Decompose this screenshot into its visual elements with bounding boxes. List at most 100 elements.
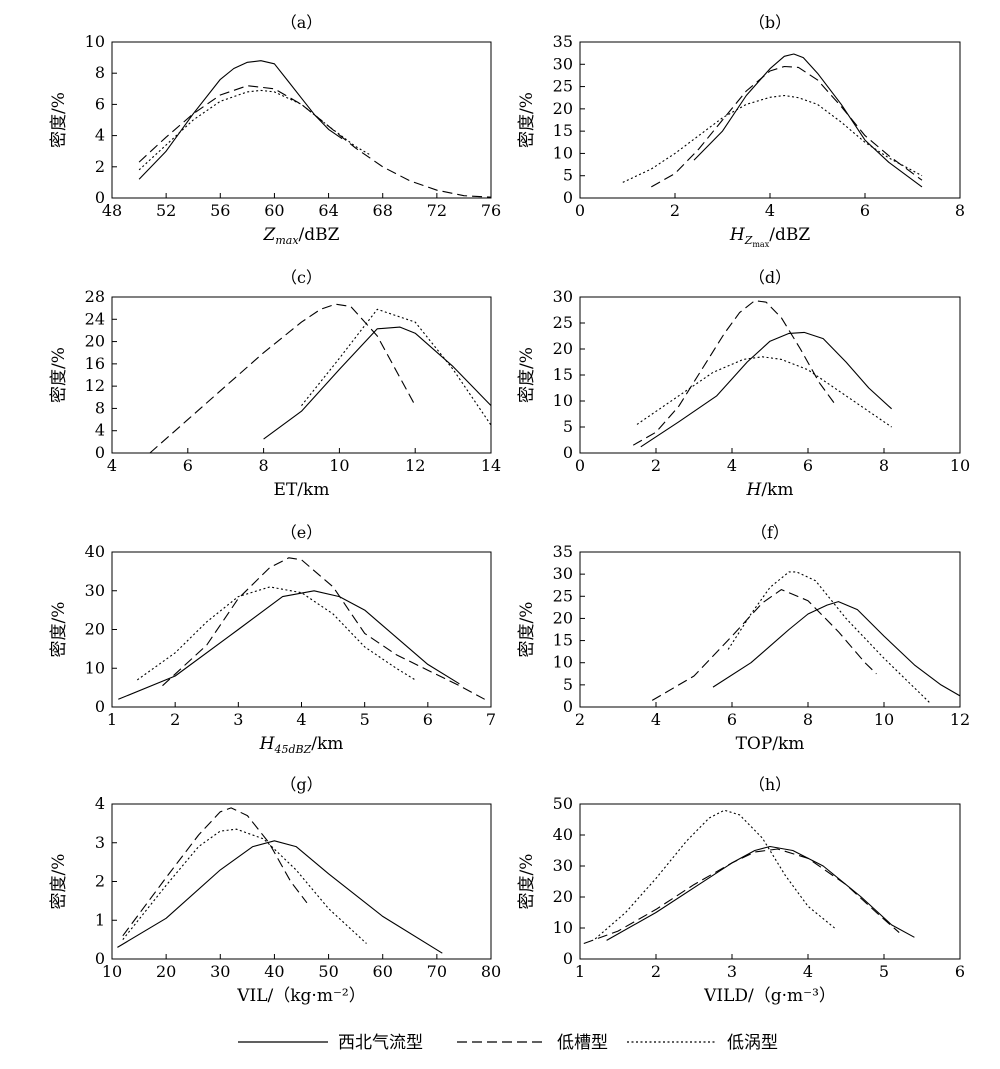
x-axis-label-rest: ET/km xyxy=(274,480,330,500)
x-tick-label: 4 xyxy=(651,710,661,729)
y-tick-label: 30 xyxy=(553,856,573,875)
series-line xyxy=(162,557,485,700)
x-tick-label: 0 xyxy=(575,456,585,475)
y-tick-label: 6 xyxy=(95,94,105,113)
x-tick-label: 68 xyxy=(373,201,393,220)
panel-label: （f） xyxy=(751,523,789,542)
x-tick-label: 60 xyxy=(373,962,393,981)
series-line xyxy=(301,308,492,426)
series-line xyxy=(122,828,367,944)
x-tick-label: 60 xyxy=(264,201,284,220)
x-tick-label: 2 xyxy=(670,201,680,220)
x-tick-label: 8 xyxy=(259,456,269,475)
y-tick-label: 16 xyxy=(85,354,105,373)
y-tick-label: 4 xyxy=(95,794,105,813)
y-tick-label: 25 xyxy=(553,313,573,332)
panel-label: （g） xyxy=(280,775,322,794)
y-tick-label: 20 xyxy=(553,99,573,118)
series-line xyxy=(149,303,416,454)
x-tick-label: 14 xyxy=(481,456,501,475)
y-tick-label: 35 xyxy=(553,542,573,561)
y-tick-label: 30 xyxy=(553,564,573,583)
panel-7: （h） 1 2 3 4 5 6 0 10 20 30 40 50 密度/% VILD/（g·m⁻³） xyxy=(517,775,965,1006)
panel-label: （a） xyxy=(281,13,323,32)
x-tick-label: 64 xyxy=(318,201,338,220)
y-tick-label: 35 xyxy=(553,32,573,51)
x-axis-label-subsub: max xyxy=(752,240,769,249)
x-tick-label: 6 xyxy=(727,710,737,729)
series-line xyxy=(118,590,460,700)
y-tick-label: 5 xyxy=(563,417,573,436)
x-axis-label-rest: VIL/（kg·m⁻²） xyxy=(236,986,366,1006)
panel-3: （d） 0 2 4 6 8 10 0 5 10 15 20 25 30 密度/% H/km xyxy=(517,268,970,500)
x-tick-label: 10 xyxy=(329,456,349,475)
x-tick-label: 40 xyxy=(264,962,284,981)
x-axis-label-rest: /dBZ xyxy=(299,225,340,245)
y-tick-label: 4 xyxy=(95,126,105,145)
y-tick-label: 28 xyxy=(85,287,105,306)
series-line xyxy=(594,809,835,940)
plot-frame xyxy=(111,551,492,708)
x-tick-label: 72 xyxy=(427,201,447,220)
y-axis-label: 密度/% xyxy=(517,854,537,910)
x-axis-label-sub: 45dBZ xyxy=(273,743,311,756)
x-tick-label: 48 xyxy=(102,201,122,220)
x-tick-label: 5 xyxy=(360,710,370,729)
series-line xyxy=(693,53,923,188)
y-tick-label: 2 xyxy=(95,872,105,891)
series-line xyxy=(727,571,930,703)
x-tick-label: 4 xyxy=(107,456,117,475)
y-tick-label: 0 xyxy=(95,949,105,968)
x-axis-label: ET/km xyxy=(274,480,330,500)
y-tick-label: 20 xyxy=(553,887,573,906)
y-tick-label: 24 xyxy=(85,309,105,328)
series-line xyxy=(636,356,892,428)
y-tick-label: 20 xyxy=(553,339,573,358)
y-tick-label: 30 xyxy=(553,54,573,73)
x-axis-label-main: H xyxy=(746,480,763,500)
legend-label: 西北气流型 xyxy=(338,1033,423,1053)
y-tick-label: 5 xyxy=(563,675,573,694)
legend-label: 低槽型 xyxy=(557,1033,608,1053)
y-axis-label: 密度/% xyxy=(517,92,537,148)
x-axis-label: HZmax/dBZ xyxy=(729,225,810,249)
plot-frame xyxy=(579,803,961,960)
y-tick-label: 10 xyxy=(553,918,573,937)
x-tick-label: 2 xyxy=(651,456,661,475)
y-tick-label: 2 xyxy=(95,157,105,176)
x-tick-label: 6 xyxy=(803,456,813,475)
x-tick-label: 56 xyxy=(210,201,230,220)
panel-4: （e） 1 2 3 4 5 6 7 0 10 20 30 40 密度/% H45dBZ/km xyxy=(49,523,496,756)
y-tick-label: 4 xyxy=(95,421,105,440)
y-axis-label: 密度/% xyxy=(517,602,537,658)
panel-label: （c） xyxy=(281,268,322,287)
y-axis-label: 密度/% xyxy=(517,347,537,403)
x-tick-label: 2 xyxy=(651,962,661,981)
panel-label: （e） xyxy=(281,523,322,542)
y-tick-label: 0 xyxy=(563,697,573,716)
legend-label: 低涡型 xyxy=(727,1033,778,1053)
series-line xyxy=(138,60,343,180)
x-tick-label: 10 xyxy=(950,456,970,475)
x-axis-label-rest: VILD/（g·m⁻³） xyxy=(703,986,836,1006)
plot-frame xyxy=(111,296,492,454)
y-axis-label: 密度/% xyxy=(49,347,69,403)
y-tick-label: 40 xyxy=(85,542,105,561)
x-tick-label: 12 xyxy=(405,456,425,475)
x-tick-label: 6 xyxy=(423,710,433,729)
x-tick-label: 8 xyxy=(879,456,889,475)
series-line xyxy=(651,65,923,188)
y-axis-label: 密度/% xyxy=(49,92,69,148)
plot-frame xyxy=(579,41,961,199)
y-tick-label: 1 xyxy=(95,910,105,929)
y-tick-label: 30 xyxy=(85,581,105,600)
x-axis-label: H/km xyxy=(746,480,794,500)
x-tick-label: 1 xyxy=(575,962,585,981)
panel-6: （g） 10 20 30 40 50 60 70 80 0 1 2 3 4 密度/% VIL/（kg·m⁻²） xyxy=(49,775,501,1006)
plot-frame xyxy=(579,551,961,708)
x-tick-label: 6 xyxy=(183,456,193,475)
y-tick-label: 20 xyxy=(85,620,105,639)
